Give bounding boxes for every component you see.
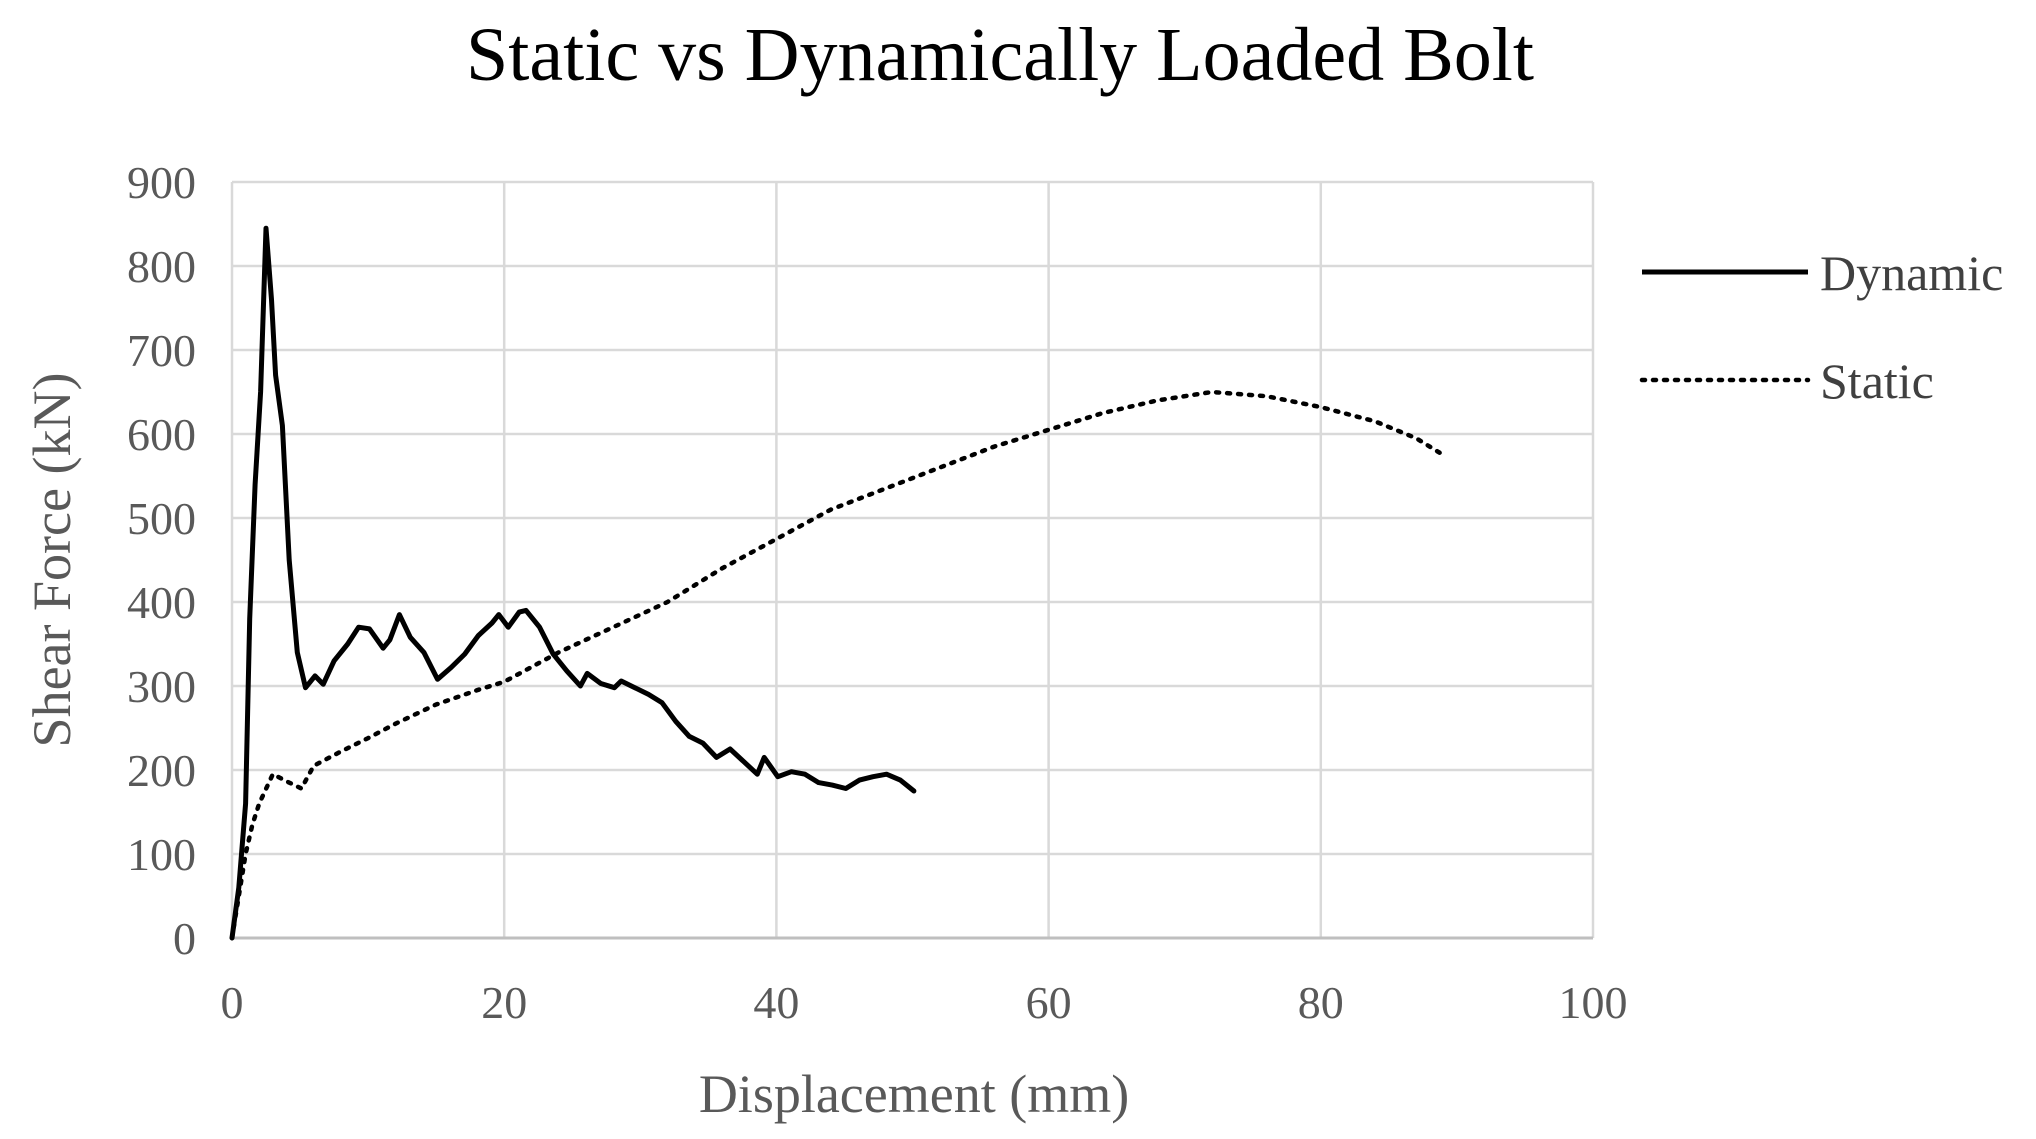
- axes: 0 100 200 300 400 500 600 700 800 900 0 20 40 60 80 100: [127, 157, 1628, 1028]
- series-lines: [229, 225, 1446, 941]
- y-tick-label: 800: [127, 241, 196, 292]
- y-axis-label: Shear Force (kN): [22, 373, 82, 748]
- x-tick-label: 40: [753, 977, 799, 1028]
- x-tick-label: 20: [481, 977, 527, 1028]
- y-tick-label: 500: [127, 493, 196, 544]
- x-tick-label: 100: [1559, 977, 1628, 1028]
- series-line-static: [229, 389, 1446, 941]
- legend: Dynamic Static: [1639, 245, 2003, 409]
- x-tick-label: 0: [221, 977, 244, 1028]
- x-tick-label: 80: [1298, 977, 1344, 1028]
- legend-label-dynamic: Dynamic: [1820, 245, 2003, 301]
- chart-title: Static vs Dynamically Loaded Bolt: [466, 13, 1534, 97]
- x-tick-label: 60: [1026, 977, 1072, 1028]
- y-tick-label: 0: [173, 913, 196, 964]
- y-tick-label: 100: [127, 829, 196, 880]
- y-tick-label: 900: [127, 157, 196, 208]
- grid-lines: [230, 180, 1595, 940]
- y-tick-label: 700: [127, 325, 196, 376]
- y-tick-label: 600: [127, 409, 196, 460]
- series-line-dynamic: [229, 225, 917, 941]
- legend-label-static: Static: [1820, 353, 1934, 409]
- y-tick-label: 300: [127, 661, 196, 712]
- y-tick-label: 200: [127, 745, 196, 796]
- y-tick-label: 400: [127, 577, 196, 628]
- x-axis-label: Displacement (mm): [699, 1064, 1129, 1124]
